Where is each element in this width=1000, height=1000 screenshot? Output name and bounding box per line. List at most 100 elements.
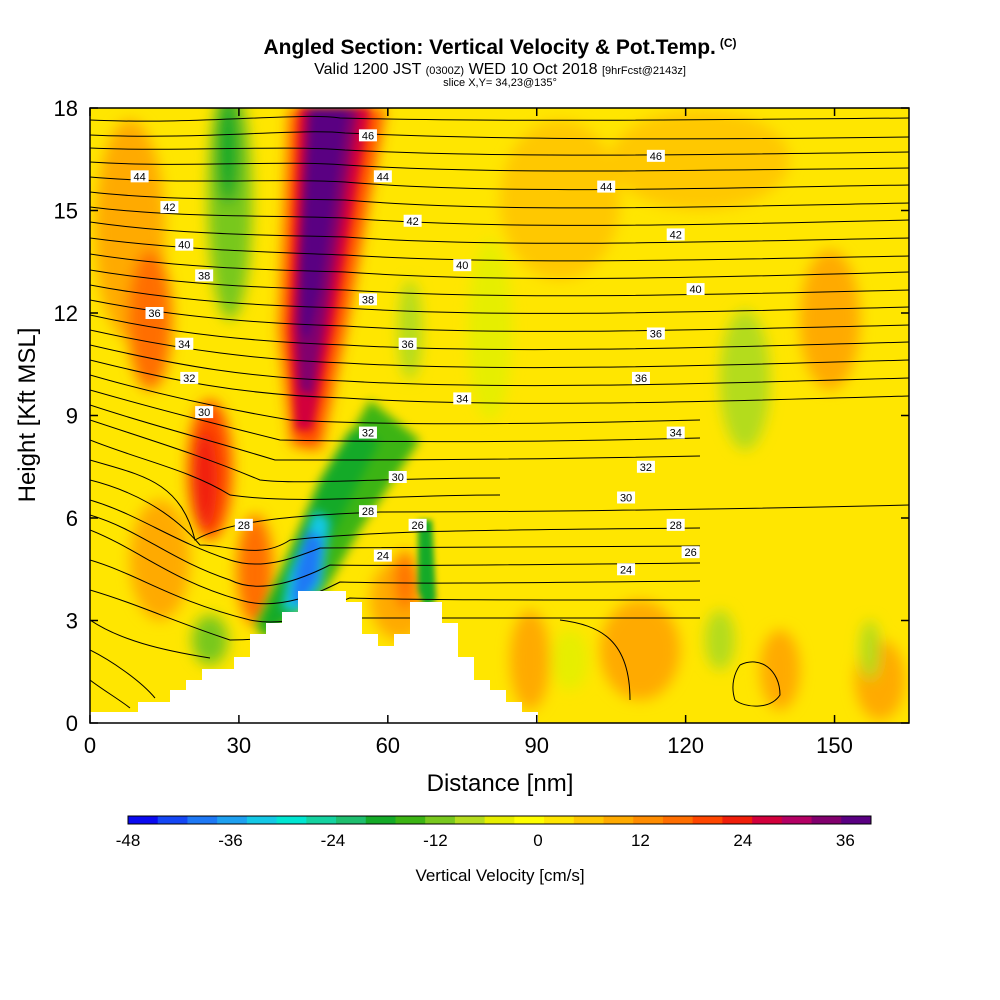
colorbar-swatch	[365, 816, 396, 824]
colorbar-tick-label: -24	[321, 831, 346, 850]
contour-label-text: 36	[650, 329, 662, 341]
colorbar-tick-label: 24	[733, 831, 752, 850]
contour-label-text: 36	[148, 308, 160, 320]
colorbar-tick-label: 12	[631, 831, 650, 850]
contour-label: 34	[666, 426, 685, 440]
contour-label: 32	[180, 371, 199, 385]
contour-label: 32	[358, 426, 377, 440]
contour-label: 44	[130, 170, 149, 183]
x-axis: 0 30 60 90 120 150	[84, 108, 853, 758]
contour-label-text: 42	[407, 216, 419, 228]
contour-label: 32	[636, 460, 655, 474]
contour-label-text: 32	[183, 373, 195, 385]
contour-label-text: 42	[163, 202, 175, 214]
colorbar-swatch	[187, 816, 218, 824]
y-tick-label: 9	[66, 404, 78, 429]
contour-label-text: 26	[684, 547, 696, 559]
colorbar-swatch	[454, 816, 486, 824]
colorbar-swatch	[217, 816, 248, 824]
colorbar-tick-label: -48	[116, 831, 141, 850]
contour-label-text: 30	[392, 472, 404, 484]
vertical-velocity-field	[90, 108, 909, 723]
pot-temp-contours	[90, 115, 909, 709]
contour-label: 38	[358, 293, 377, 306]
contour-label: 38	[195, 269, 214, 282]
contour-label: 42	[666, 228, 685, 241]
contour-label: 34	[453, 392, 472, 405]
x-tick-label: 150	[816, 733, 853, 758]
contour-label: 46	[646, 149, 665, 163]
y-tick-label: 0	[66, 711, 78, 736]
contour-label-text: 32	[640, 462, 652, 474]
colorbar-swatch	[692, 816, 723, 824]
contour-label: 28	[234, 518, 253, 532]
y-tick-label: 6	[66, 506, 78, 531]
contour-label: 36	[646, 327, 665, 341]
contour-label-text: 32	[362, 428, 374, 440]
colorbar-swatch	[633, 816, 664, 824]
x-tick-label: 60	[376, 733, 400, 758]
y-tick-label: 12	[54, 301, 78, 326]
contour-label: 42	[160, 201, 179, 214]
y-tick-label: 3	[66, 609, 78, 634]
x-tick-label: 120	[667, 733, 704, 758]
colorbar-swatch	[781, 816, 813, 824]
contour-label-text: 36	[402, 339, 414, 351]
colorbar-swatch	[306, 816, 337, 824]
x-tick-label: 0	[84, 733, 96, 758]
contour-label-text: 46	[362, 130, 374, 142]
contour-label-text: 30	[620, 493, 632, 505]
chart-title: Angled Section: Vertical Velocity & Pot.…	[263, 36, 737, 59]
colorbar-frame	[127, 815, 872, 825]
contour-label-text: 34	[178, 339, 190, 351]
contour-label-text: 26	[411, 520, 423, 532]
y-axis-title: Height [Kft MSL]	[14, 328, 41, 503]
x-tick-label: 90	[524, 733, 548, 758]
x-tick-label: 30	[227, 733, 251, 758]
contour-label-text: 36	[635, 373, 647, 385]
contour-label-text: 46	[650, 151, 662, 163]
colorbar-swatch	[811, 816, 842, 824]
colorbar-swatch	[276, 816, 307, 824]
colorbar-swatch	[246, 816, 278, 824]
contour-label-text: 28	[362, 506, 374, 518]
colorbar-title: Vertical Velocity [cm/s]	[415, 866, 584, 885]
colorbar-tick-label: -36	[218, 831, 243, 850]
contour-label: 36	[145, 307, 164, 320]
contour-label: 36	[631, 371, 650, 385]
colorbar-swatch	[603, 816, 634, 824]
contour-label-text: 38	[362, 294, 374, 306]
colorbar-tick-label: 36	[836, 831, 855, 850]
colorbar-tick-label: 0	[533, 831, 542, 850]
contour-label: 28	[358, 505, 377, 518]
contour-label: 24	[617, 563, 636, 576]
contour-label-text: 38	[198, 270, 210, 282]
contour-label: 30	[388, 471, 407, 484]
contour-label: 40	[453, 259, 472, 272]
contour-label-text: 24	[620, 564, 632, 576]
colorbar-tick-label: -12	[423, 831, 448, 850]
colorbar-swatch	[544, 816, 575, 824]
colorbar-swatch	[484, 816, 515, 824]
colorbar-labels: -48 -36 -24 -12 0 12 24 36	[116, 831, 855, 850]
contour-label: 30	[617, 491, 636, 505]
contour-label-text: 42	[670, 229, 682, 241]
contour-label: 24	[373, 549, 392, 563]
x-axis-title: Distance [nm]	[427, 770, 574, 797]
contour-label-text: 40	[689, 284, 701, 296]
contour-label-text: 44	[134, 171, 146, 183]
colorbar-swatch	[425, 816, 456, 824]
y-tick-label: 18	[54, 96, 78, 121]
terrain	[90, 591, 538, 723]
contour-label: 26	[681, 546, 700, 559]
colorbar-swatch	[752, 816, 783, 824]
contour-label-text: 40	[456, 260, 468, 272]
contour-label-text: 30	[198, 407, 210, 419]
contour-label: 26	[408, 518, 427, 532]
contour-label-text: 34	[456, 393, 468, 405]
colorbar-swatch	[128, 816, 159, 824]
colorbar-swatch	[157, 816, 188, 824]
contour-label-text: 28	[238, 520, 250, 532]
